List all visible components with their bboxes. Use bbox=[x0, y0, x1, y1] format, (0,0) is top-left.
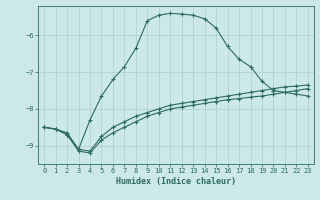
X-axis label: Humidex (Indice chaleur): Humidex (Indice chaleur) bbox=[116, 177, 236, 186]
